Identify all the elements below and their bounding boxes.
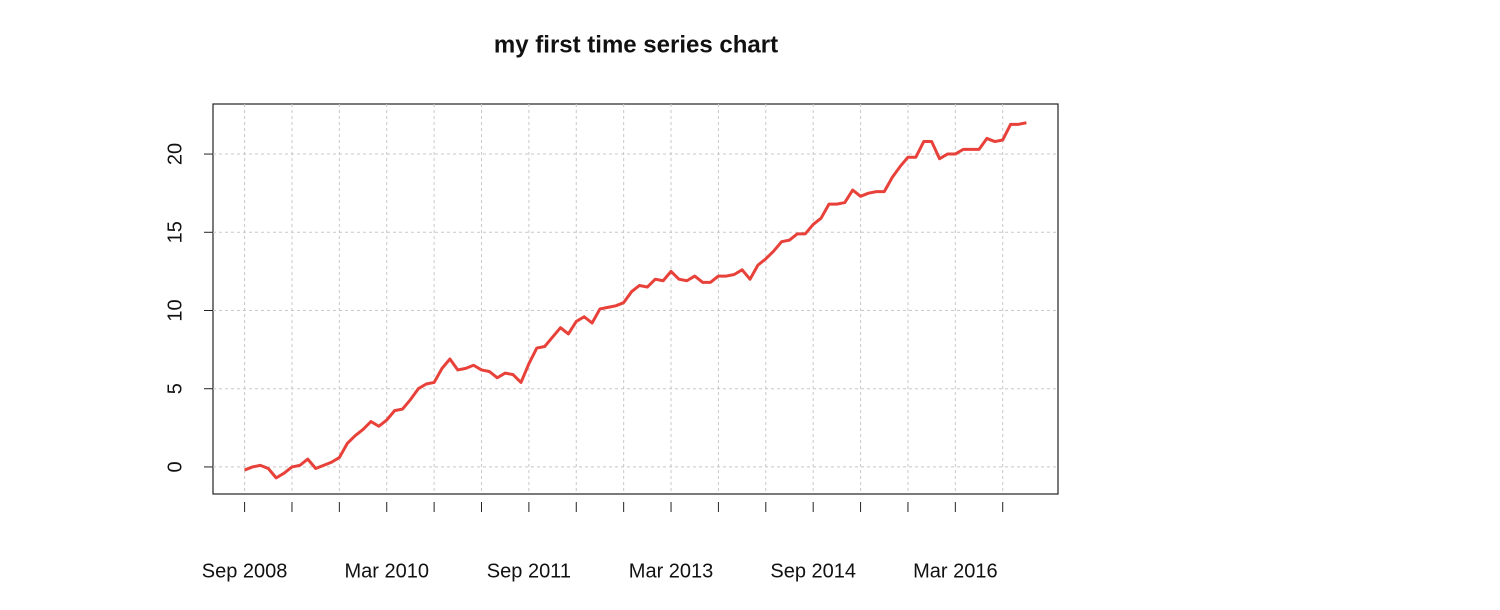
y-tick-label: 15 [164,221,186,243]
chart-title: my first time series chart [494,31,778,58]
x-tick-label: Mar 2010 [344,560,429,582]
y-tick-label: 5 [164,383,186,394]
series-line [244,121,1027,480]
y-tick-label: 0 [164,461,186,472]
x-tick-label: Mar 2016 [913,560,998,582]
plot-frame [212,103,1059,495]
x-tick-label: Sep 2014 [770,560,856,582]
x-tick-label: Sep 2011 [487,560,571,582]
x-tick-label: Mar 2013 [629,560,714,582]
y-tick-label: 20 [164,143,186,165]
y-tick-label: 10 [164,299,186,321]
x-tick-label: Sep 2008 [202,560,288,582]
